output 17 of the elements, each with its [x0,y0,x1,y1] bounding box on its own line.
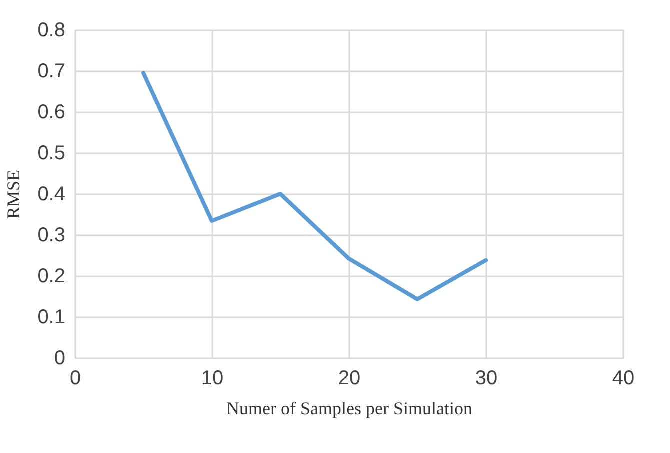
x-tick-label: 10 [201,368,224,390]
y-tick-label: 0.7 [38,60,66,82]
y-axis-title: RMSE [4,170,24,220]
y-tick-label: 0.1 [38,306,66,328]
y-tick-label: 0.2 [38,266,66,288]
y-tick-label: 0.3 [38,224,66,246]
x-axis-title: Numer of Samples per Simulation [226,398,472,418]
x-tick-label: 0 [70,368,82,390]
y-tick-label: 0.5 [38,142,66,164]
x-tick-label: 30 [475,368,498,390]
y-tick-label: 0.8 [38,20,66,42]
y-tick-label: 0.6 [38,102,66,124]
x-tick-label: 40 [612,368,635,390]
y-tick-label: 0 [54,348,66,370]
line-series [142,71,488,302]
y-tick-label: 0.4 [38,184,66,206]
x-tick-label: 20 [338,368,361,390]
